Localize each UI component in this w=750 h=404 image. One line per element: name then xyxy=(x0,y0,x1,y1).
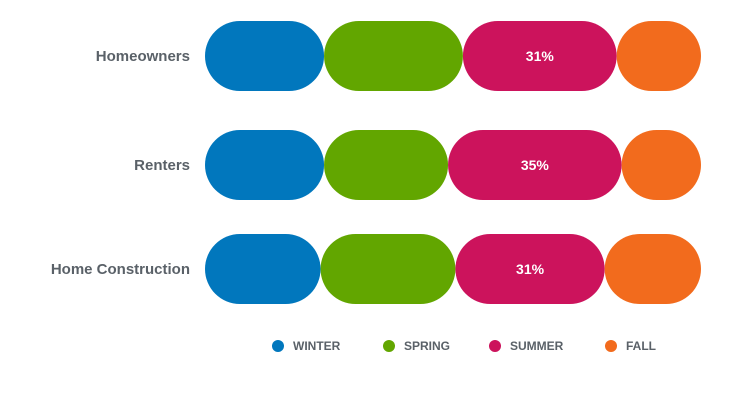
data-label-summer-home-construction: 31% xyxy=(516,261,545,277)
bar-winter-renters xyxy=(205,130,325,200)
chart-rows: Homeowners 31% Renters 35% Home Construction… xyxy=(51,21,701,304)
legend-swatch-fall xyxy=(605,340,617,352)
legend-item-fall[interactable]: FALL xyxy=(605,339,656,353)
legend-label-winter: WINTER xyxy=(293,339,341,353)
legend-item-spring[interactable]: SPRING xyxy=(383,339,450,353)
bar-summer-homeowners xyxy=(462,21,617,91)
bar-winter-home-construction xyxy=(205,234,321,304)
bar-fall-renters xyxy=(621,130,701,200)
row-label-renters: Renters xyxy=(134,157,190,174)
chart-legend: WINTER SPRING SUMMER FALL xyxy=(272,339,656,353)
data-label-summer-renters: 35% xyxy=(521,157,550,173)
legend-swatch-summer xyxy=(489,340,501,352)
bar-winter-homeowners xyxy=(205,21,325,91)
bar-spring-homeowners xyxy=(324,21,463,91)
bar-fall-home-construction xyxy=(604,234,701,304)
legend-label-spring: SPRING xyxy=(404,339,450,353)
data-label-summer-homeowners: 31% xyxy=(526,48,555,64)
legend-swatch-winter xyxy=(272,340,284,352)
bar-spring-home-construction xyxy=(320,234,456,304)
bar-summer-home-construction xyxy=(455,234,605,304)
bar-summer-renters xyxy=(448,130,622,200)
legend-item-summer[interactable]: SUMMER xyxy=(489,339,564,353)
legend-swatch-spring xyxy=(383,340,395,352)
bar-spring-renters xyxy=(324,130,449,200)
row-label-homeowners: Homeowners xyxy=(96,48,190,65)
row-label-home-construction: Home Construction xyxy=(51,261,190,278)
bar-fall-homeowners xyxy=(616,21,701,91)
legend-label-fall: FALL xyxy=(626,339,656,353)
legend-item-winter[interactable]: WINTER xyxy=(272,339,341,353)
legend-label-summer: SUMMER xyxy=(510,339,564,353)
